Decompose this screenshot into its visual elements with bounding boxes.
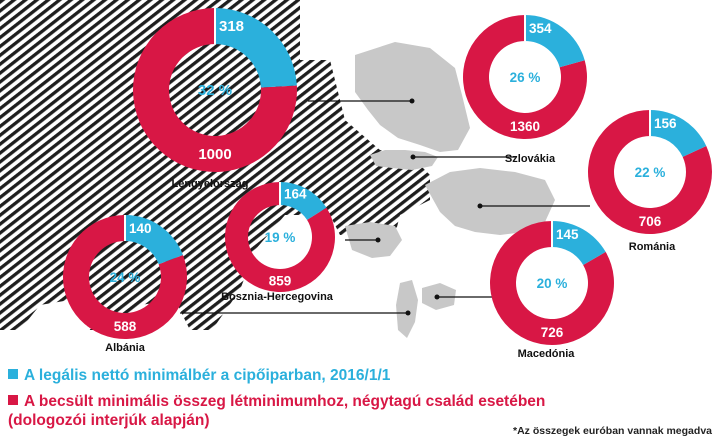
slice-estimated-poland: [132, 8, 297, 172]
donut-bosnia: 164 859 19 % Bosznia-Hercegovina: [221, 182, 335, 303]
donut-romania: 156 706 22 % Románia: [587, 110, 712, 253]
value-legal-albania: 140: [129, 221, 152, 236]
share-percent-macedonia: 20 %: [537, 276, 568, 291]
slice-legal-slovakia: [525, 15, 585, 68]
value-legal-poland: 318: [219, 18, 244, 35]
value-legal-romania: 156: [654, 116, 677, 131]
donut-slovakia: 354 1360 26 % Szlovákia: [462, 15, 587, 165]
value-legal-slovakia: 354: [529, 21, 552, 36]
leader-dot-albania: [405, 310, 411, 316]
leader-dot-macedonia: [434, 294, 440, 300]
value-estimated-poland: 1000: [198, 146, 231, 163]
slice-legal-albania: [125, 215, 183, 265]
value-estimated-albania: 588: [114, 319, 137, 334]
map-albania: [396, 280, 418, 338]
slice-estimated-macedonia: [490, 221, 615, 345]
slice-legal-bosnia: [280, 182, 327, 220]
slice-legal-poland: [215, 8, 297, 88]
country-name-albania: Albánia: [105, 342, 146, 354]
legend-legal: A legális nettó minimálbér a cipőiparban…: [8, 366, 390, 385]
share-percent-slovakia: 26 %: [510, 70, 541, 85]
legend-estimated-label-line1: A becsült minimális összeg létminimumhoz…: [24, 393, 546, 410]
slice-estimated-albania: [63, 215, 187, 339]
legend-estimated: A becsült minimális összeg létminimumhoz…: [8, 392, 545, 430]
share-percent-bosnia: 19 %: [265, 230, 296, 245]
footnote: *Az összegek euróban vannak megadva: [513, 425, 712, 437]
leader-dot-bosnia: [375, 237, 381, 243]
value-estimated-bosnia: 859: [269, 274, 292, 289]
country-name-bosnia: Bosznia-Hercegovina: [221, 291, 334, 303]
share-percent-albania: 24 %: [110, 270, 141, 285]
value-estimated-macedonia: 726: [541, 325, 564, 340]
share-percent-poland: 32 %: [198, 82, 232, 99]
value-estimated-romania: 706: [639, 214, 662, 229]
slice-estimated-slovakia: [462, 15, 587, 140]
share-percent-romania: 22 %: [635, 165, 666, 180]
legend-legal-label: A legális nettó minimálbér a cipőiparban…: [24, 367, 391, 384]
donut-albania: 140 588 24 % Albánia: [63, 215, 187, 354]
leader-lines: [180, 98, 590, 316]
donut-charts: 318 1000 32 % Lengyelország 354 1360 26 % Szlov…: [63, 8, 712, 360]
slice-legal-romania: [650, 110, 707, 157]
map-poland: [355, 42, 470, 152]
value-estimated-slovakia: 1360: [510, 119, 540, 134]
leader-dot-romania: [477, 203, 483, 209]
country-name-macedonia: Macedónia: [518, 348, 576, 360]
country-name-romania: Románia: [629, 241, 676, 253]
value-legal-bosnia: 164: [284, 187, 307, 202]
legend-legal-swatch: [8, 369, 18, 379]
slice-estimated-bosnia: [225, 182, 335, 292]
donut-macedonia: 145 726 20 % Macedónia: [490, 221, 615, 360]
map-slovakia: [370, 150, 438, 170]
map-romania: [425, 168, 555, 235]
slice-legal-macedonia: [552, 221, 606, 265]
value-legal-macedonia: 145: [556, 227, 579, 242]
donut-poland: 318 1000 32 % Lengyelország: [132, 8, 297, 190]
legend-estimated-swatch: [8, 395, 18, 405]
legend-estimated-label-line2: (dologozói interjúk alapján): [8, 412, 210, 429]
country-name-slovakia: Szlovákia: [505, 153, 556, 165]
leader-dot-slovakia: [410, 154, 416, 160]
slice-estimated-romania: [587, 110, 712, 234]
country-name-poland: Lengyelország: [171, 178, 248, 190]
leader-dot-poland: [409, 98, 415, 104]
